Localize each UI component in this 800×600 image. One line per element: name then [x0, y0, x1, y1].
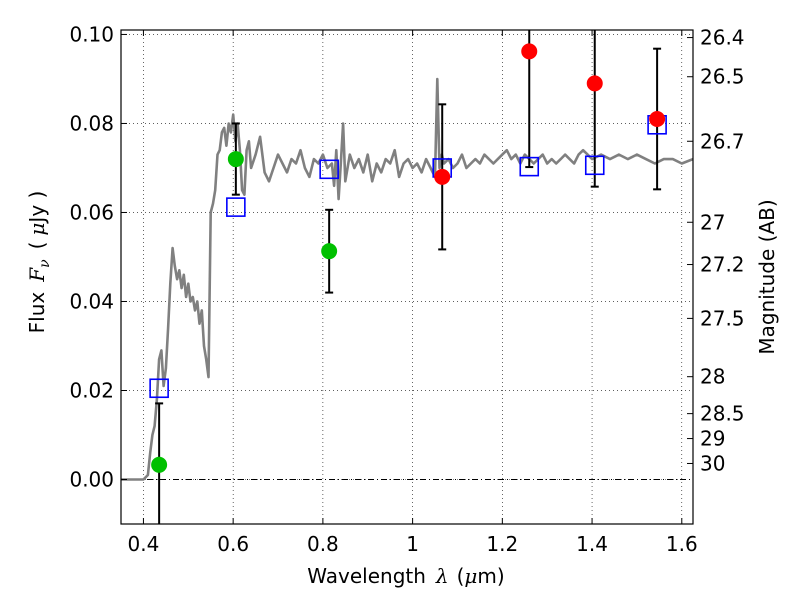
- y-axis-label-text: Flux: [25, 292, 49, 334]
- mag-tick-label: 28.5: [700, 402, 745, 426]
- x-axis-label-text: Wavelength: [307, 564, 426, 588]
- y-axis-label-unit: Jy ): [25, 191, 49, 225]
- y-tick-label: 0.02: [69, 378, 114, 402]
- x-axis-label-mu: μ: [464, 564, 477, 588]
- y-tick-label: 0.06: [69, 200, 114, 224]
- y-tick-label: 0.04: [69, 289, 114, 313]
- mag-tick-label: 26.5: [700, 65, 745, 89]
- y-axis-label-f: F: [25, 267, 49, 283]
- x-axis-label: Wavelength λ (μm): [307, 564, 504, 588]
- mag-tick-label: 26.7: [700, 129, 745, 153]
- model-spectrum-line: [121, 77, 693, 481]
- x-tick-label: 1.2: [486, 532, 518, 556]
- x-axis-label-lambda: λ: [435, 564, 449, 588]
- observed-flux-point: [649, 111, 666, 128]
- ticks: 0.4 0.6 0.8 1 1.2 1.4 1.6 0.00 0.02 0.04 0.06 0.08 0…: [69, 22, 744, 556]
- y2-axis-label: Magnitude (AB): [755, 199, 779, 354]
- y-axis-label-paren: (: [25, 242, 49, 250]
- mag-tick-label: 27.5: [700, 306, 745, 330]
- x-axis-label-paren: (: [457, 564, 465, 588]
- model-photometry-point: [584, 155, 605, 176]
- observed-flux-point: [151, 456, 168, 473]
- y-tick-label: 0.00: [69, 467, 114, 491]
- axes-frame: [120, 29, 694, 525]
- model-photometry-point: [226, 197, 246, 217]
- model-photometry-point: [519, 156, 540, 177]
- y-axis-label-mu: μ: [25, 223, 49, 236]
- grid: [121, 30, 693, 524]
- mag-tick-label: 29: [700, 427, 725, 451]
- y-tick-label: 0.08: [69, 111, 114, 135]
- plot-area: [121, 30, 693, 524]
- x-tick-label: 1.4: [576, 532, 608, 556]
- x-tick-label: 1: [406, 532, 419, 556]
- mag-tick-label: 28: [700, 365, 725, 389]
- mag-tick-label: 27: [700, 210, 725, 234]
- observed-flux-point: [434, 168, 451, 185]
- model-photometry-point: [319, 159, 339, 180]
- model-photometry-point: [149, 378, 169, 399]
- x-tick-label: 1.6: [666, 532, 698, 556]
- mag-tick-label: 26.4: [700, 26, 745, 50]
- x-tick-label: 0.4: [128, 532, 160, 556]
- observed-flux-point: [521, 43, 538, 60]
- x-tick-label: 0.8: [307, 532, 339, 556]
- x-axis-label-unit: m): [477, 564, 504, 588]
- y-axis-label: Flux Fν ( μJy ): [25, 191, 53, 334]
- x-tick-label: 0.6: [217, 532, 249, 556]
- y-axis-label-nu: ν: [37, 259, 53, 268]
- mag-tick-label: 30: [700, 451, 725, 475]
- y-tick-label: 0.10: [69, 22, 114, 46]
- observed-flux-point: [321, 243, 338, 260]
- observed-flux-point: [586, 75, 603, 92]
- mag-tick-label: 27.2: [700, 253, 745, 277]
- observed-flux-point: [227, 151, 244, 168]
